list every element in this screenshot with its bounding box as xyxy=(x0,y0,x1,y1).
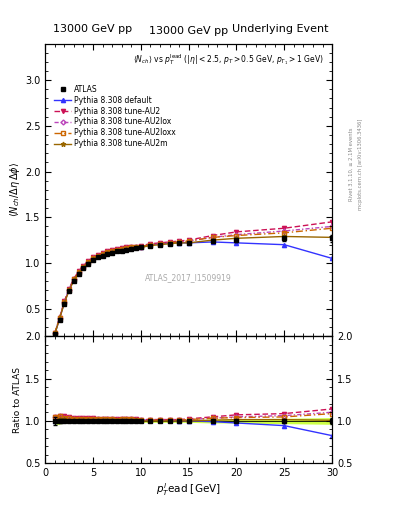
Text: 13000 GeV pp: 13000 GeV pp xyxy=(53,24,132,34)
Y-axis label: $\langle N_{ch}/ \Delta\eta\,\Delta\phi\rangle$: $\langle N_{ch}/ \Delta\eta\,\Delta\phi\… xyxy=(8,162,22,218)
Legend: ATLAS, Pythia 8.308 default, Pythia 8.308 tune-AU2, Pythia 8.308 tune-AU2lox, Py: ATLAS, Pythia 8.308 default, Pythia 8.30… xyxy=(52,82,178,151)
Text: Underlying Event: Underlying Event xyxy=(231,24,328,34)
Text: mcplots.cern.ch [arXiv:1306.3436]: mcplots.cern.ch [arXiv:1306.3436] xyxy=(358,118,363,209)
X-axis label: $p_T^l\mathrm{ead}$ [GeV]: $p_T^l\mathrm{ead}$ [GeV] xyxy=(156,481,221,498)
Text: Rivet 3.1.10, ≥ 2.1M events: Rivet 3.1.10, ≥ 2.1M events xyxy=(349,127,354,201)
Text: 13000 GeV pp: 13000 GeV pp xyxy=(149,26,228,36)
Text: $\langle N_{ch}\rangle$ vs $p_T^{\mathrm{lead}}$ ($|\eta| < 2.5$, $p_T > 0.5$ Ge: $\langle N_{ch}\rangle$ vs $p_T^{\mathrm… xyxy=(133,52,323,67)
Text: ATLAS_2017_I1509919: ATLAS_2017_I1509919 xyxy=(145,273,232,282)
Y-axis label: Ratio to ATLAS: Ratio to ATLAS xyxy=(13,367,22,433)
